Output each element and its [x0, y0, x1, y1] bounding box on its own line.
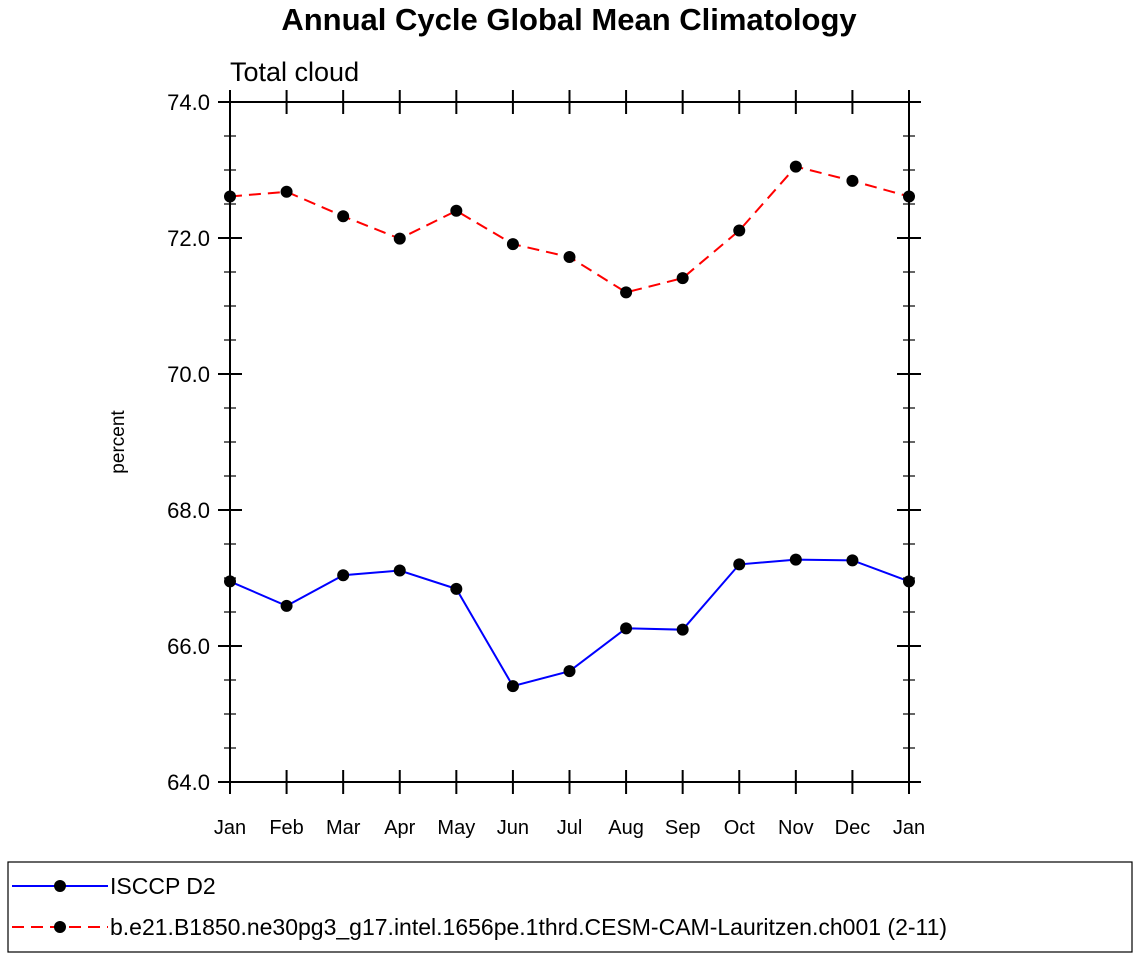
data-point [846, 554, 859, 567]
data-point [563, 665, 576, 678]
x-tick-label: Mar [326, 817, 361, 839]
data-point [337, 569, 350, 582]
series-line [229, 165, 910, 294]
data-point [789, 160, 802, 173]
data-point [676, 272, 689, 285]
x-tick-label: Feb [269, 817, 303, 839]
data-point [224, 575, 236, 588]
series-1 [224, 553, 915, 693]
y-tick-label: 74.0 [167, 90, 210, 115]
data-point [393, 232, 406, 245]
series-2 [224, 160, 915, 299]
data-point [450, 204, 463, 217]
chart-title: Annual Cycle Global Mean Climatology [281, 2, 857, 37]
data-point [733, 224, 746, 237]
data-point [733, 558, 746, 571]
data-point [224, 190, 236, 203]
x-tick-label: Apr [384, 817, 415, 839]
plot-frame [229, 101, 910, 783]
y-tick-label: 72.0 [167, 226, 210, 251]
legend-marker [54, 921, 66, 933]
chart-subtitle: Total cloud [230, 57, 359, 87]
data-point [337, 210, 350, 223]
x-tick-label: Sep [665, 817, 701, 839]
axis-ticks [218, 90, 921, 794]
x-tick-labels: Jan Feb Mar Apr May Jun Jul Aug Sep Oct Nov Dec Jan [214, 817, 925, 839]
x-tick-label: Jan [893, 817, 925, 839]
data-point [280, 599, 293, 612]
data-point [903, 190, 915, 203]
y-tick-label: 64.0 [167, 770, 210, 795]
series-layer [224, 160, 915, 693]
data-point [506, 238, 519, 251]
data-point [563, 251, 576, 264]
y-tick-label: 70.0 [167, 362, 210, 387]
data-point [789, 553, 802, 566]
legend: ISCCP D2 b.e21.B1850.ne30pg3_g17.intel.16… [12, 873, 947, 940]
x-tick-label: Aug [608, 817, 644, 839]
data-point [676, 623, 689, 636]
legend-entry-1: ISCCP D2 [12, 873, 216, 899]
legend-label: b.e21.B1850.ne30pg3_g17.intel.1656pe.1th… [110, 914, 947, 940]
data-point [280, 185, 293, 198]
data-point [506, 680, 519, 693]
x-tick-label: Oct [724, 817, 756, 839]
legend-box [7, 861, 1133, 953]
x-tick-label: Jun [497, 817, 529, 839]
data-point [620, 622, 633, 635]
data-point [450, 582, 463, 595]
y-tick-label: 66.0 [167, 634, 210, 659]
x-tick-label: Nov [778, 817, 814, 839]
legend-marker [54, 880, 66, 892]
x-tick-label: May [437, 817, 475, 839]
data-point [620, 286, 633, 299]
legend-entry-2: b.e21.B1850.ne30pg3_g17.intel.1656pe.1th… [12, 914, 947, 940]
y-axis-label: percent [108, 410, 129, 474]
data-point [393, 564, 406, 577]
x-tick-label: Jan [214, 817, 246, 839]
y-tick-labels: 64.0 66.0 68.0 70.0 72.0 74.0 [167, 90, 210, 795]
data-point [846, 174, 859, 187]
y-tick-label: 68.0 [167, 498, 210, 523]
data-point [903, 575, 915, 588]
x-tick-label: Dec [835, 817, 871, 839]
x-tick-label: Jul [557, 817, 583, 839]
legend-label: ISCCP D2 [110, 873, 216, 899]
